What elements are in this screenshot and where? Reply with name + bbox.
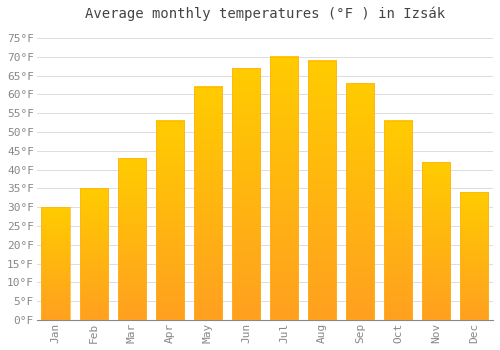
Title: Average monthly temperatures (°F ) in Izsák: Average monthly temperatures (°F ) in Iz… [85,7,445,21]
Bar [156,121,184,320]
Bar [422,162,450,320]
Bar [460,192,488,320]
Bar [308,61,336,320]
Bar [42,207,70,320]
Bar [232,68,260,320]
Bar [80,188,108,320]
Bar [384,121,412,320]
Bar [270,57,298,320]
Bar [346,83,374,320]
Bar [118,158,146,320]
Bar [194,87,222,320]
